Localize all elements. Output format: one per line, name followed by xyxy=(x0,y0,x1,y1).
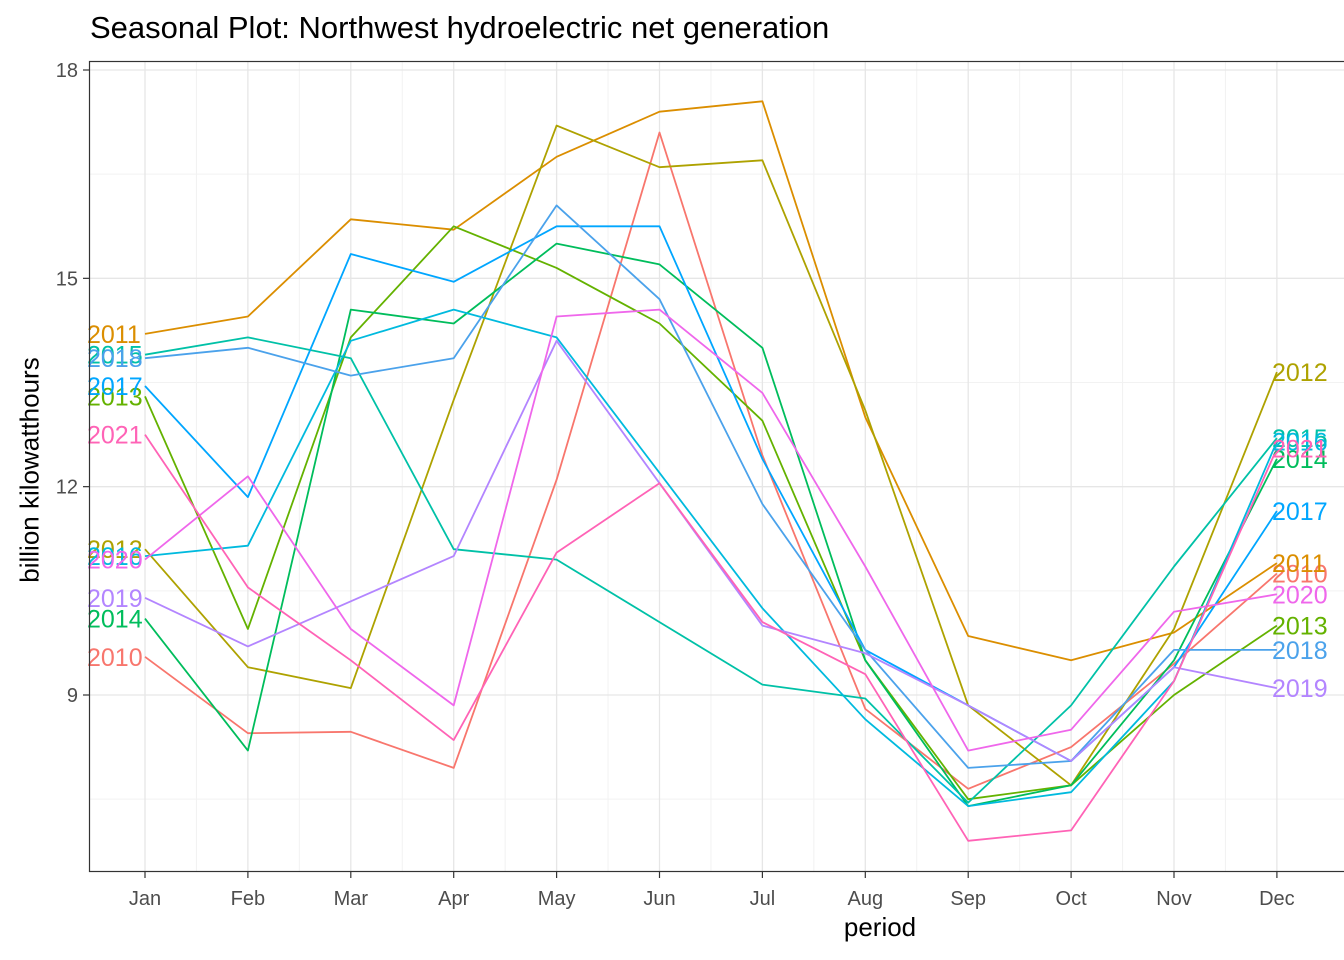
year-label-start-2018: 2018 xyxy=(87,345,143,373)
y-tick-label: 15 xyxy=(56,268,78,290)
x-tick-label: Jan xyxy=(129,888,161,910)
x-tick-label: Sep xyxy=(950,888,986,910)
y-axis-title: billion kilowatthours xyxy=(14,357,45,583)
x-tick-label: Oct xyxy=(1056,888,1088,910)
year-label-end-2013: 2013 xyxy=(1272,613,1328,641)
year-label-start-2019: 2019 xyxy=(87,585,143,613)
x-tick-label: May xyxy=(538,888,576,910)
year-label-start-2013: 2013 xyxy=(87,383,143,411)
year-label-end-2017: 2017 xyxy=(1272,498,1328,526)
x-tick-label: Mar xyxy=(334,888,369,910)
major-gridlines xyxy=(89,61,1344,872)
chart-title: Seasonal Plot: Northwest hydroelectric n… xyxy=(90,10,830,45)
panel-border xyxy=(88,60,1344,873)
series-line-2011 xyxy=(144,100,1278,662)
minor-gridlines xyxy=(89,61,1344,872)
year-label-start-2015: 2015 xyxy=(87,342,143,370)
series-line-2019 xyxy=(144,339,1278,762)
year-label-start-2012: 2012 xyxy=(87,536,143,564)
year-label-start-2020: 2020 xyxy=(87,547,143,575)
year-label-start-2014: 2014 xyxy=(87,606,143,634)
year-label-start-2011: 2011 xyxy=(87,321,141,349)
year-label-end-2015: 2015 xyxy=(1272,425,1328,453)
x-tick-label: Feb xyxy=(231,888,265,910)
x-tick-label: Nov xyxy=(1156,888,1192,910)
series-lines xyxy=(144,100,1278,842)
year-label-end-2012: 2012 xyxy=(1272,359,1328,387)
y-tick-label: 18 xyxy=(56,60,78,82)
year-label-start-2017: 2017 xyxy=(87,373,143,401)
x-axis-title: period xyxy=(843,912,917,942)
x-tick-label: Aug xyxy=(848,888,884,910)
series-line-2012 xyxy=(144,124,1278,787)
year-label-end-2018: 2018 xyxy=(1272,637,1328,665)
series-line-2016 xyxy=(144,308,1278,807)
y-tick-label: 12 xyxy=(56,477,78,499)
series-line-2021 xyxy=(144,434,1278,842)
series-line-2010 xyxy=(144,131,1278,790)
year-label-end-2014: 2014 xyxy=(1272,446,1328,474)
series-line-2015 xyxy=(144,336,1278,804)
year-label-end-2010: 2010 xyxy=(1272,560,1328,588)
year-label-start-2016: 2016 xyxy=(87,543,143,571)
year-label-end-2020: 2020 xyxy=(1272,581,1328,609)
series-line-2018 xyxy=(144,204,1277,769)
year-label-start-2010: 2010 xyxy=(87,644,143,672)
series-line-2014 xyxy=(144,242,1278,807)
year-label-end-2016: 2016 xyxy=(1272,429,1328,457)
year-label-end-2021: 2021 xyxy=(1272,435,1328,463)
axis-ticks: 9 12 15 18 Jan Feb Mar Apr May Jun Jul Aug Sep Oct Nov… xyxy=(56,60,1295,910)
year-labels: 2010201020112011201220122013201320142014… xyxy=(87,321,1328,703)
x-tick-label: Jul xyxy=(750,888,776,910)
x-tick-label: Jun xyxy=(643,888,675,910)
year-label-end-2011: 2011 xyxy=(1272,550,1326,578)
y-tick-label: 9 xyxy=(67,685,78,707)
x-tick-label: Dec xyxy=(1259,888,1295,910)
x-tick-label: Apr xyxy=(438,888,469,910)
series-line-2020 xyxy=(144,308,1278,752)
year-label-start-2021: 2021 xyxy=(87,422,143,450)
year-label-end-2019: 2019 xyxy=(1272,675,1328,703)
